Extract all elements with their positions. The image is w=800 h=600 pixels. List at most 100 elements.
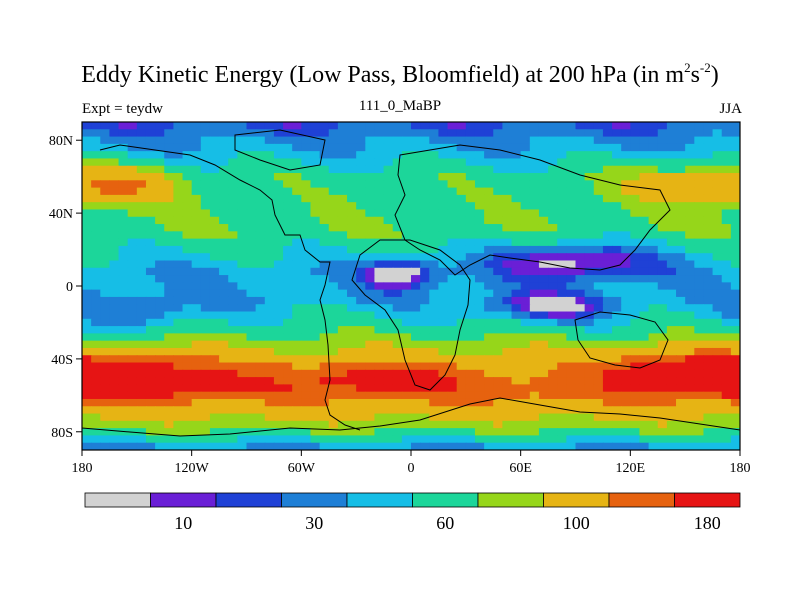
field-cell	[639, 391, 650, 400]
field-cell	[164, 202, 174, 211]
field-cell	[337, 231, 348, 240]
field-cell	[264, 253, 275, 262]
field-cell	[529, 420, 540, 429]
field-cell	[164, 340, 174, 349]
field-cell	[456, 129, 467, 138]
field-cell	[173, 216, 184, 225]
field-cell	[301, 355, 312, 364]
field-cell	[666, 398, 677, 407]
field-cell	[319, 413, 330, 422]
field-cell	[127, 260, 138, 269]
field-cell	[228, 304, 238, 313]
field-cell	[100, 296, 111, 305]
field-cell	[328, 267, 339, 276]
field-cell	[91, 435, 101, 444]
field-cell	[246, 151, 257, 160]
field-cell	[145, 238, 156, 247]
field-cell	[621, 442, 631, 450]
field-cell	[301, 143, 312, 152]
field-cell	[685, 165, 695, 174]
field-cell	[411, 384, 421, 393]
field-cell	[264, 209, 275, 218]
field-cell	[621, 398, 631, 407]
field-cell	[383, 413, 394, 422]
field-cell	[493, 187, 503, 196]
field-cell	[474, 209, 485, 218]
field-cell	[264, 187, 275, 196]
colorbar-label: 30	[305, 513, 323, 533]
field-cell	[548, 413, 558, 422]
field-cell	[136, 318, 147, 327]
field-cell	[91, 231, 101, 240]
field-cell	[292, 296, 302, 305]
field-cell	[145, 406, 156, 415]
field-cell	[374, 362, 385, 371]
field-cell	[447, 151, 458, 160]
field-cell	[648, 391, 659, 400]
field-cell	[109, 333, 120, 342]
field-cell	[511, 326, 522, 334]
field-cell	[447, 377, 458, 385]
field-cell	[200, 391, 211, 400]
field-cell	[356, 333, 366, 342]
field-cell	[721, 435, 732, 444]
field-cell	[648, 216, 659, 225]
field-cell	[411, 296, 421, 305]
field-cell	[685, 311, 695, 320]
field-cell	[82, 253, 92, 262]
field-cell	[557, 435, 567, 444]
field-cell	[82, 355, 92, 364]
field-cell	[484, 318, 494, 327]
field-cell	[630, 304, 641, 313]
field-cell	[365, 296, 376, 305]
field-cell	[548, 347, 558, 356]
field-cell	[273, 238, 284, 247]
field-cell	[136, 275, 147, 283]
field-cell	[520, 435, 531, 444]
field-cell	[347, 151, 357, 160]
field-cell	[100, 122, 111, 130]
field-cell	[666, 333, 677, 342]
field-cell	[666, 311, 677, 320]
field-cell	[219, 151, 229, 160]
field-cell	[575, 406, 586, 415]
field-cell	[456, 362, 467, 371]
coastline-australia	[574, 311, 669, 369]
field-cell	[283, 377, 293, 385]
field-cell	[621, 275, 631, 283]
field-cell	[82, 428, 92, 437]
field-cell	[127, 194, 138, 203]
field-cell	[602, 173, 613, 181]
field-cell	[347, 216, 357, 225]
field-cell	[730, 296, 740, 305]
field-cell	[502, 122, 513, 130]
field-cell	[255, 122, 266, 130]
field-cell	[118, 216, 129, 225]
field-cell	[219, 202, 229, 211]
field-cell	[566, 340, 577, 349]
field-cell	[246, 304, 257, 313]
field-cell	[602, 194, 613, 203]
field-cell	[621, 282, 631, 291]
field-cell	[401, 428, 412, 437]
field-cell	[91, 420, 101, 429]
field-cell	[127, 180, 138, 189]
field-cell	[474, 311, 485, 320]
field-cell	[82, 158, 92, 167]
field-cell	[721, 377, 732, 385]
field-cell	[511, 347, 522, 356]
field-cell	[557, 158, 567, 167]
field-cell	[566, 275, 577, 283]
field-cell	[356, 442, 366, 450]
field-cell	[502, 245, 513, 254]
field-cell	[557, 267, 567, 276]
field-cell	[310, 377, 321, 385]
field-cell	[529, 406, 540, 415]
field-cell	[191, 151, 202, 160]
field-cell	[584, 267, 595, 276]
field-cell	[255, 282, 266, 291]
field-cell	[310, 282, 321, 291]
field-cell	[511, 442, 522, 450]
field-cell	[145, 362, 156, 371]
field-cell	[365, 245, 376, 254]
